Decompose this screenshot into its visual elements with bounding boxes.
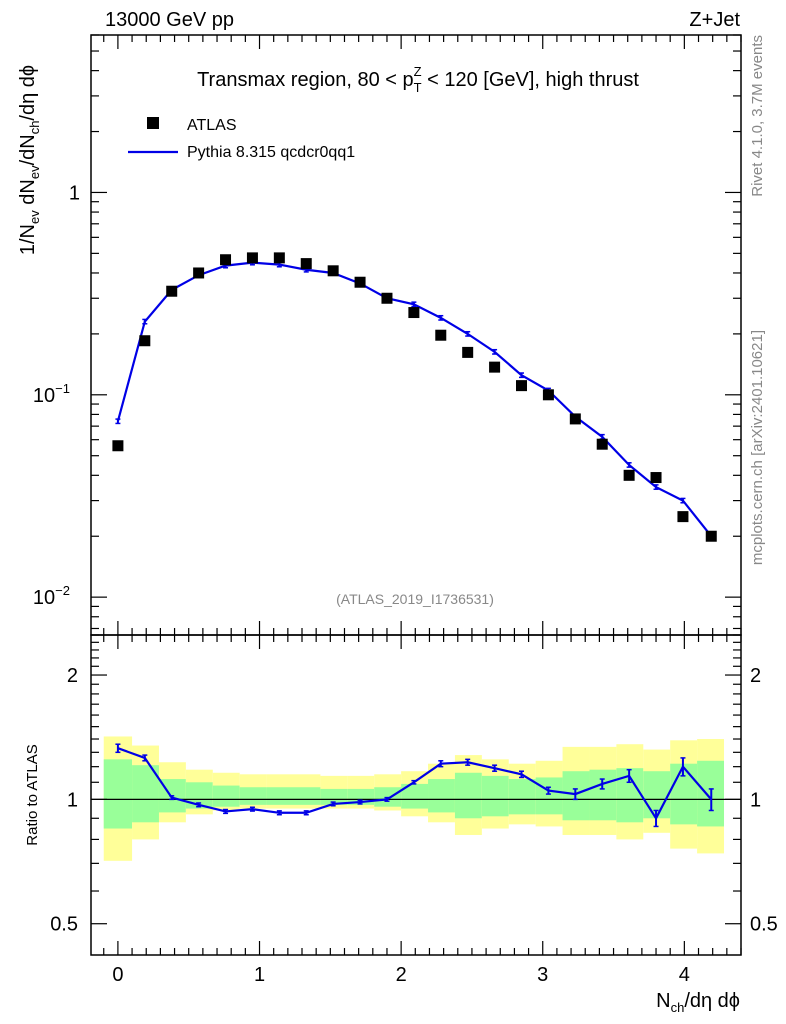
x-axis-label-sub: ch [671,1000,685,1015]
mcplots-label: mcplots.cern.ch [arXiv:2401.10621] [749,330,766,565]
plot-title-part-b: < 120 [GeV], high thrust [422,69,640,91]
ratio-y-tick-label-right: 0.5 [750,914,778,936]
plot-title-part-a: Transmax region, 80 < p [197,69,414,91]
atlas-point [246,252,258,264]
legend-atlas-label: ATLAS [187,117,237,134]
atlas-point [300,258,312,270]
band-green-bin [293,787,321,805]
band-green-bin [132,765,159,823]
atlas-point [569,413,581,425]
atlas-point [489,361,501,373]
atlas-point [166,285,178,297]
main-y-tick-labels: 10−2 10−1 1 [33,182,80,609]
atlas-point [112,440,124,452]
rivet-label: Rivet 4.1.0, 3.7M events [749,35,766,197]
band-green-bin [212,785,240,807]
x-tick-label: 1 [254,964,265,986]
plot-title: Transmax region, 80 < pZ T < 120 [GeV], h… [197,64,639,95]
ratio-plot-frame [90,634,742,956]
atlas-point [408,307,420,319]
ratio-y-tick-labels: 0.5 0.5 1 1 2 2 [50,665,778,936]
band-green-bin [239,787,267,805]
y-tick-label: 10−2 [33,583,70,609]
band-green-bin [589,769,617,821]
x-tick-label: 3 [537,964,548,986]
x-tick-labels: 0 1 2 3 4 [112,964,690,986]
ratio-y-tick-label-right: 1 [750,789,761,811]
y-tick-label: 1 [69,182,80,204]
atlas-point [462,346,474,358]
atlas-series [112,252,717,542]
plot-title-sup: Z [414,64,422,79]
ratio-series [115,743,714,828]
band-green-bin [266,787,294,805]
atlas-point [677,511,689,523]
atlas-point [596,438,608,450]
ratio-plot: 0.5 0.5 1 1 2 2 0 1 2 3 4 Ratio to ATLAS Nch/dη d… [24,634,778,1015]
legend: ATLAS Pythia 8.315 qcdcr0qq1 [128,117,355,161]
main-y-axis-label: 1/Nev dNev/dNch/dη dϕ [17,65,42,255]
x-axis-label-a: N [656,990,670,1012]
uncertainty-bands [103,736,725,861]
atlas-point [381,292,393,304]
x-axis-label: Nch/dη dϕ [656,990,740,1015]
atlas-point [542,389,554,401]
ratio-y-axis-label: Ratio to ATLAS [24,744,41,845]
atlas-point [516,380,528,392]
atlas-point [705,530,717,542]
x-tick-label: 4 [679,964,690,986]
atlas-point [139,335,151,347]
plot-title-sub: T [414,80,422,95]
ratio-y-tick-label: 1 [67,789,78,811]
y-tick-exponent: −1 [55,381,70,396]
ratio-y-tick-label-right: 2 [750,665,761,687]
atlas-point [435,329,447,341]
band-green-bin [428,779,455,813]
x-axis-label-b: /dη dϕ [684,990,740,1012]
process-label: Z+Jet [689,9,740,31]
atlas-point [220,254,232,266]
atlas-point [193,267,205,279]
atlas-point [354,276,366,288]
energy-label: 13000 GeV pp [105,9,234,31]
legend-pythia-label: Pythia 8.315 qcdcr0qq1 [187,144,355,161]
ratio-y-tick-label: 0.5 [50,914,78,936]
atlas-point [623,469,635,481]
band-green-bin [481,775,509,817]
band-green-bin [508,779,536,815]
x-tick-label: 0 [112,964,123,986]
atlas-point [650,472,662,484]
ratio-y-tick-label: 2 [67,665,78,687]
band-green-bin [320,788,348,805]
analysis-label: (ATLAS_2019_I1736531) [336,591,494,607]
band-green-bin [535,777,563,815]
y-tick-exponent: −2 [55,583,70,598]
atlas-point [327,265,339,277]
legend-atlas-marker [147,117,159,129]
main-axis-ticks [91,34,742,635]
band-green-bin [454,772,482,819]
x-tick-label: 2 [396,964,407,986]
model-series [115,259,714,540]
band-green-bin [103,759,133,829]
main-plot: 10−2 10−1 1 Transmax region, 80 < pZ T < 12… [17,34,742,636]
y-tick-label: 10−1 [33,381,70,407]
atlas-point [273,252,285,264]
